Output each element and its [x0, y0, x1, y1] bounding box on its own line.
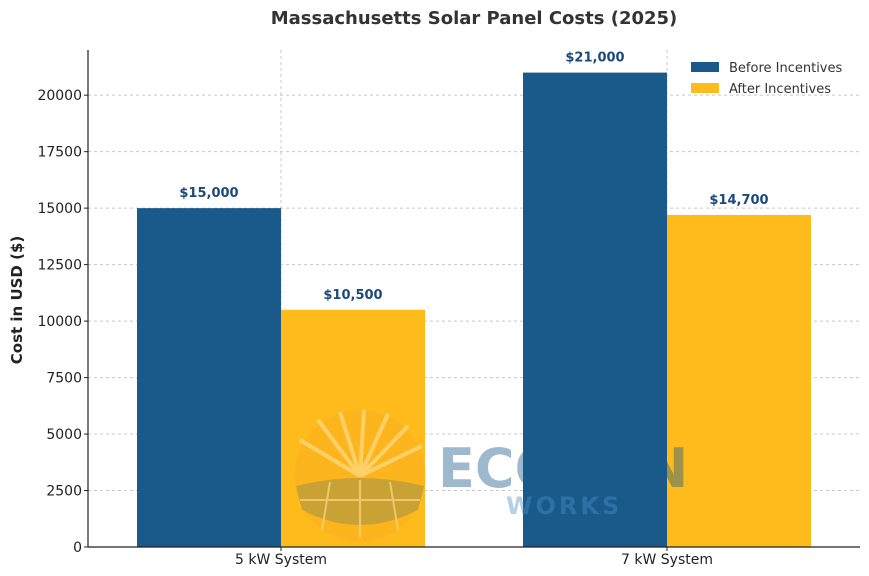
- y-tick-label: 5000: [46, 427, 82, 443]
- data-labels: $15,000 $10,500 $21,000 $14,700: [179, 51, 768, 303]
- legend-swatch: [691, 83, 719, 93]
- x-tick-label: 5 kW System: [235, 552, 327, 568]
- y-tick-label: 2500: [46, 484, 82, 500]
- y-tick-label: 17500: [37, 145, 82, 161]
- watermark-logo-text: ECOSUN: [438, 437, 688, 500]
- bar-value-label: $10,500: [323, 288, 382, 303]
- axes: 0 2500 5000 7500 10000 12500 15000 17500 20000 5 …: [37, 50, 860, 568]
- x-tick-label: 7 kW System: [621, 552, 713, 568]
- watermark-logo-subtext: WORKS: [506, 492, 622, 520]
- bar-value-label: $21,000: [565, 51, 624, 66]
- bar-value-label: $14,700: [709, 193, 768, 208]
- bars: [137, 72, 811, 548]
- bar-after-incentives: [667, 214, 811, 547]
- y-tick-label: 12500: [37, 258, 82, 274]
- bar-value-label: $15,000: [179, 186, 238, 201]
- svg-text:ECOSUN: ECOSUN: [438, 437, 688, 500]
- y-tick-label: 7500: [46, 371, 82, 387]
- legend-swatch: [691, 62, 719, 72]
- y-tick-label: 15000: [37, 201, 82, 217]
- bar-before-incentives: [523, 72, 667, 547]
- y-tick-label: 10000: [37, 314, 82, 330]
- sun-emblem-icon: [294, 409, 426, 542]
- chart-title: Massachusetts Solar Panel Costs (2025): [271, 8, 678, 29]
- legend: Before Incentives After Incentives: [691, 61, 842, 97]
- y-axis-label: Cost in USD ($): [8, 236, 26, 364]
- ecosun-works-watermark: ECOSUN WORKS: [294, 409, 688, 542]
- legend-label: Before Incentives: [729, 61, 842, 76]
- bar-after-incentives: [281, 309, 425, 547]
- y-tick-label: 20000: [37, 88, 82, 104]
- legend-label: After Incentives: [729, 82, 831, 97]
- bar-before-incentives: [137, 208, 281, 548]
- y-tick-label: 0: [73, 540, 82, 556]
